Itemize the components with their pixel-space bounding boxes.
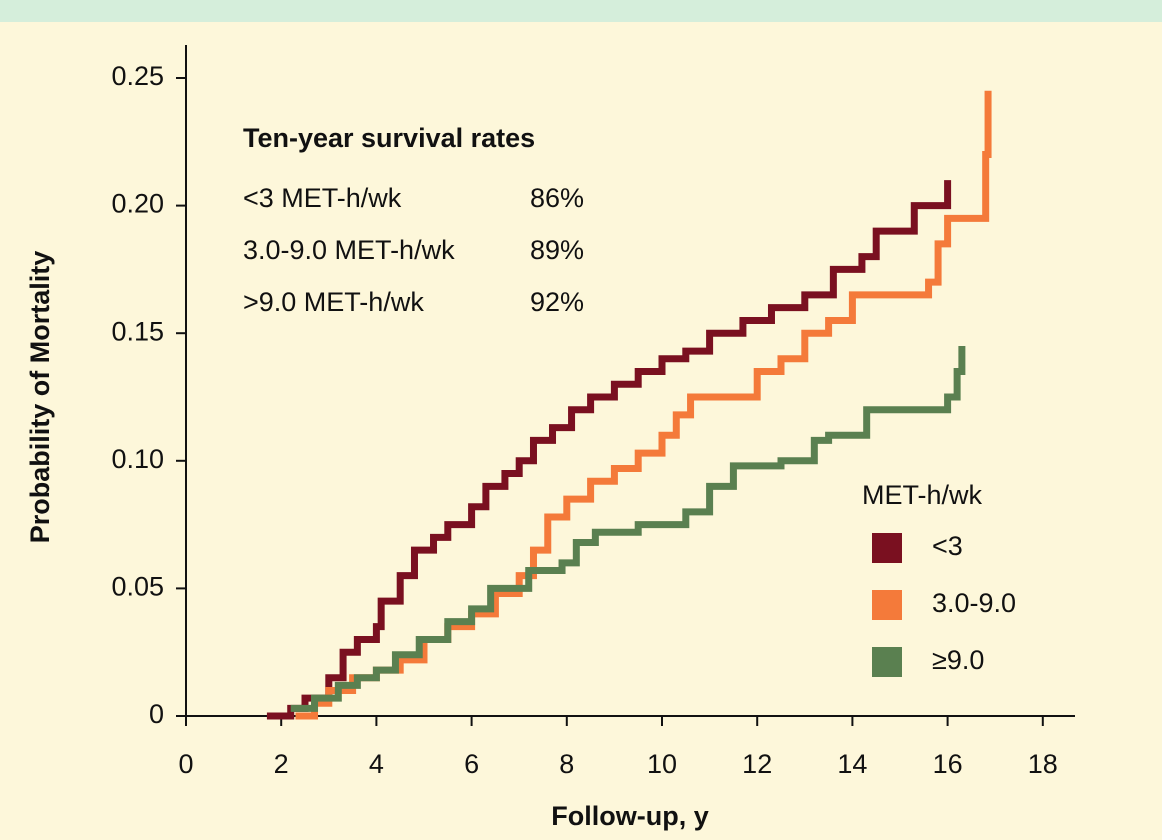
x-tick-label: 8 (559, 749, 574, 779)
series-line (290, 345, 966, 712)
legend-label: <3 (932, 531, 963, 561)
y-tick-label: 0 (149, 699, 164, 729)
y-axis-label: Probability of Mortality (25, 251, 55, 544)
y-tick-label: 0.05 (111, 572, 164, 602)
legend-label: 3.0-9.0 (932, 588, 1016, 618)
annotation-label: 3.0-9.0 MET-h/wk (243, 235, 455, 265)
legend-swatch (872, 590, 902, 620)
x-tick-label: 4 (369, 749, 384, 779)
legend-label: ≥9.0 (932, 645, 984, 675)
x-tick-label: 10 (647, 749, 677, 779)
annotation-value: 86% (530, 183, 584, 213)
legend-swatch (872, 647, 902, 677)
annotation-label: <3 MET-h/wk (243, 183, 402, 213)
x-tick-label: 16 (933, 749, 963, 779)
x-tick-label: 2 (274, 749, 289, 779)
annotation-value: 89% (530, 235, 584, 265)
y-tick-label: 0.20 (111, 189, 164, 219)
x-tick-label: 14 (837, 749, 867, 779)
y-tick-label: 0.15 (111, 316, 164, 346)
series-line (295, 90, 992, 720)
annotation-label: >9.0 MET-h/wk (243, 287, 424, 317)
annotation-value: 92% (530, 287, 584, 317)
series-line (266, 180, 952, 720)
top-band (0, 0, 1162, 22)
x-tick-label: 12 (742, 749, 772, 779)
x-tick-label: 6 (464, 749, 479, 779)
legend-swatch (872, 533, 902, 563)
legend-title: MET-h/wk (862, 480, 983, 510)
x-tick-label: 18 (1028, 749, 1058, 779)
y-tick-label: 0.10 (111, 444, 164, 474)
y-tick-label: 0.25 (111, 61, 164, 91)
annotation-title: Ten-year survival rates (243, 123, 535, 153)
x-axis-label: Follow-up, y (551, 801, 708, 831)
x-tick-label: 0 (178, 749, 193, 779)
